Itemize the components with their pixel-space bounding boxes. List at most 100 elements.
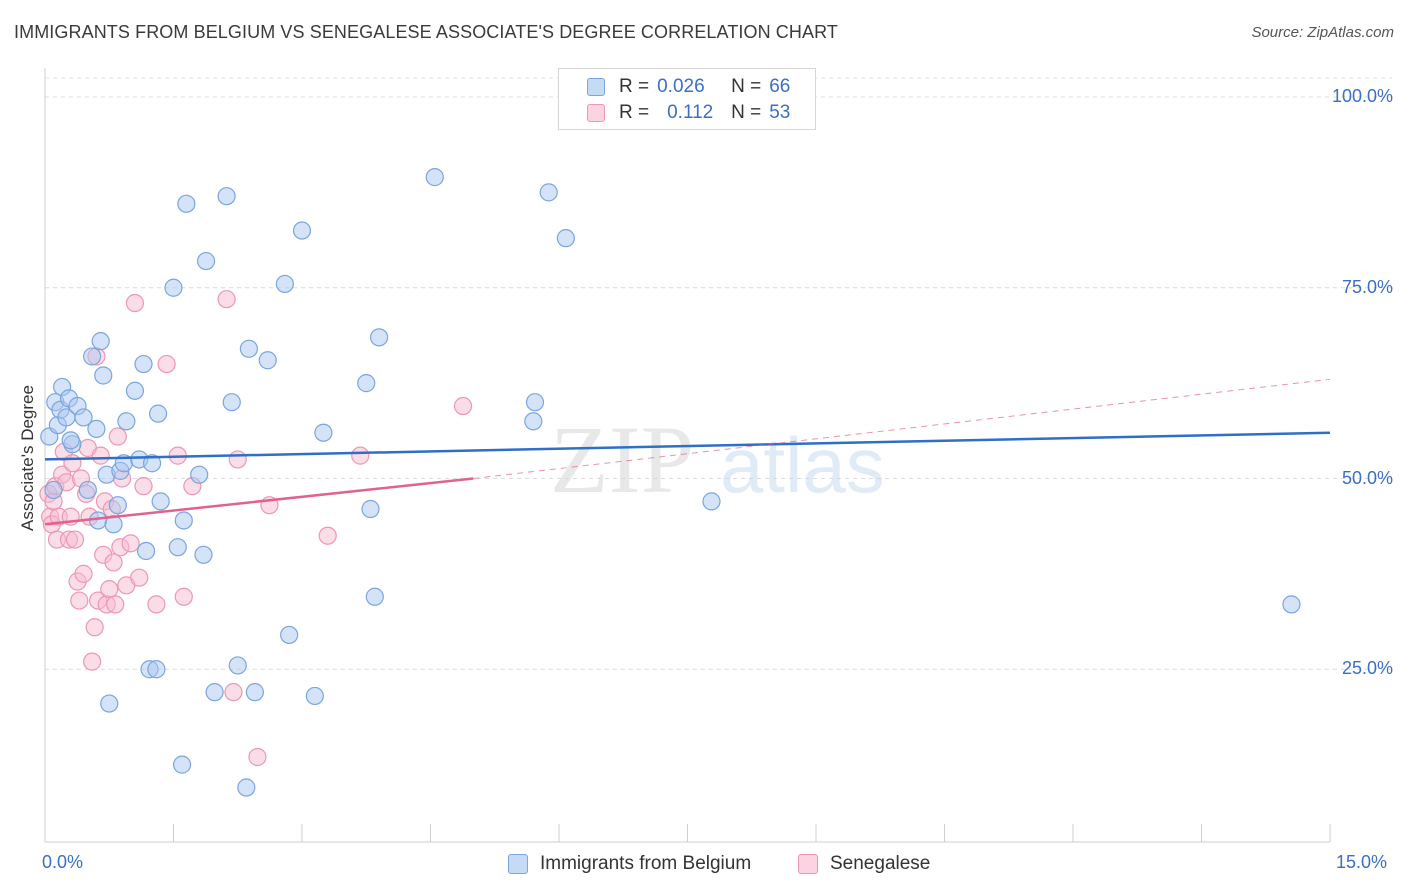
senegalese-point xyxy=(453,396,473,416)
series-belgium xyxy=(40,168,1301,797)
belgium-point xyxy=(177,194,196,213)
senegalese-point xyxy=(157,354,176,374)
senegalese-point xyxy=(174,587,193,606)
belgium-point xyxy=(239,339,258,358)
belgium-point xyxy=(168,538,187,557)
belgium-trend-line xyxy=(44,431,1331,461)
senegalese-point xyxy=(74,564,93,583)
source-credit: Source: ZipAtlas.com xyxy=(1251,24,1394,41)
belgium-point xyxy=(525,393,545,412)
correlation-legend: R = 0.026 N = 66 R = 0.112 N = 53 xyxy=(558,68,816,130)
senegalese-point xyxy=(147,595,166,614)
belgium-point xyxy=(148,404,168,423)
bottom-legend-label-belgium: Immigrants from Belgium xyxy=(540,853,752,874)
legend-row-senegalese: R = 0.112 N = 53 xyxy=(587,101,790,125)
y-tick-label: 25.0% xyxy=(1341,658,1393,679)
legend-n-label: N = xyxy=(731,102,762,123)
belgium-point xyxy=(205,683,224,702)
belgium-point xyxy=(365,587,384,606)
belgium-point xyxy=(245,683,264,702)
chart-title: IMMIGRANTS FROM BELGIUM VS SENEGALESE AS… xyxy=(14,22,838,42)
belgium-point xyxy=(425,168,444,187)
senegalese-point xyxy=(63,454,82,473)
watermark: ZIP atlas xyxy=(550,406,885,513)
axes xyxy=(44,68,1331,843)
belgium-point xyxy=(94,366,113,385)
belgium-point xyxy=(194,545,213,564)
belgium-point xyxy=(83,347,102,366)
belgium-point xyxy=(702,492,721,511)
belgium-point xyxy=(357,374,376,393)
belgium-point xyxy=(164,278,183,297)
belgium-point xyxy=(147,660,166,679)
senegalese-point xyxy=(134,477,153,496)
watermark-atlas: atlas xyxy=(720,421,885,509)
belgium-point xyxy=(1282,595,1301,614)
senegalese-point xyxy=(91,446,110,465)
senegalese-point xyxy=(70,591,89,610)
belgium-point xyxy=(74,408,93,427)
belgium-point xyxy=(292,221,312,240)
legend-r-value: 0.112 xyxy=(667,102,714,123)
belgium-point xyxy=(275,274,294,294)
belgium-point xyxy=(142,454,162,473)
legend-swatch-belgium xyxy=(587,78,605,96)
bottom-legend-swatch-senegalese xyxy=(798,854,818,874)
legend-n-label: N = xyxy=(731,76,762,97)
legend-r-label: R = xyxy=(619,76,650,97)
belgium-point xyxy=(196,251,216,271)
belgium-point xyxy=(108,496,127,515)
senegalese-point xyxy=(125,293,145,313)
belgium-point xyxy=(237,778,256,797)
y-tick-label: 100.0% xyxy=(1331,86,1393,106)
belgium-point xyxy=(258,351,277,370)
legend-row-belgium: R = 0.026 N = 66 xyxy=(587,75,790,99)
y-tick-label: 75.0% xyxy=(1341,276,1393,297)
belgium-point xyxy=(136,541,156,561)
belgium-point xyxy=(134,354,153,374)
senegalese-point xyxy=(228,450,247,469)
belgium-point xyxy=(78,480,97,500)
belgium-point xyxy=(370,328,389,347)
belgium-point xyxy=(222,393,241,412)
senegalese-point xyxy=(130,568,149,587)
senegalese-point xyxy=(318,526,337,545)
senegalese-trend-extension xyxy=(473,378,1331,479)
belgium-point xyxy=(217,187,236,206)
belgium-point xyxy=(524,412,543,431)
belgium-point xyxy=(91,332,110,351)
belgium-point xyxy=(117,412,136,431)
bottom-legend-senegalese: Senegalese xyxy=(798,852,930,876)
belgium-point xyxy=(228,656,247,675)
senegalese-point xyxy=(351,446,370,465)
senegalese-point xyxy=(65,530,85,549)
senegalese-point xyxy=(85,618,104,637)
x-tick-label: 15.0% xyxy=(1336,852,1388,872)
senegalese-point xyxy=(104,553,123,572)
bottom-legend-belgium: Immigrants from Belgium xyxy=(508,852,751,876)
belgium-point xyxy=(61,431,80,450)
belgium-point xyxy=(172,755,192,774)
senegalese-point xyxy=(121,534,140,553)
bottom-legend-label-senegalese: Senegalese xyxy=(830,853,931,874)
legend-r-label: R = xyxy=(619,102,650,123)
belgium-point xyxy=(151,492,170,511)
belgium-point xyxy=(100,694,119,713)
belgium-point xyxy=(44,480,63,500)
belgium-point xyxy=(539,183,558,202)
belgium-point xyxy=(361,499,380,519)
senegalese-trend-line xyxy=(44,477,474,526)
legend-swatch-senegalese xyxy=(587,104,605,122)
bottom-legend-swatch-belgium xyxy=(508,854,528,874)
gridlines xyxy=(45,77,1392,670)
belgium-point xyxy=(174,511,193,530)
senegalese-point xyxy=(108,427,127,446)
belgium-point xyxy=(190,465,209,484)
belgium-point xyxy=(305,686,324,706)
senegalese-point xyxy=(224,683,243,702)
senegalese-point xyxy=(106,595,125,614)
belgium-point xyxy=(556,229,575,248)
legend-r-value: 0.026 xyxy=(657,76,705,97)
belgium-point xyxy=(87,419,106,439)
